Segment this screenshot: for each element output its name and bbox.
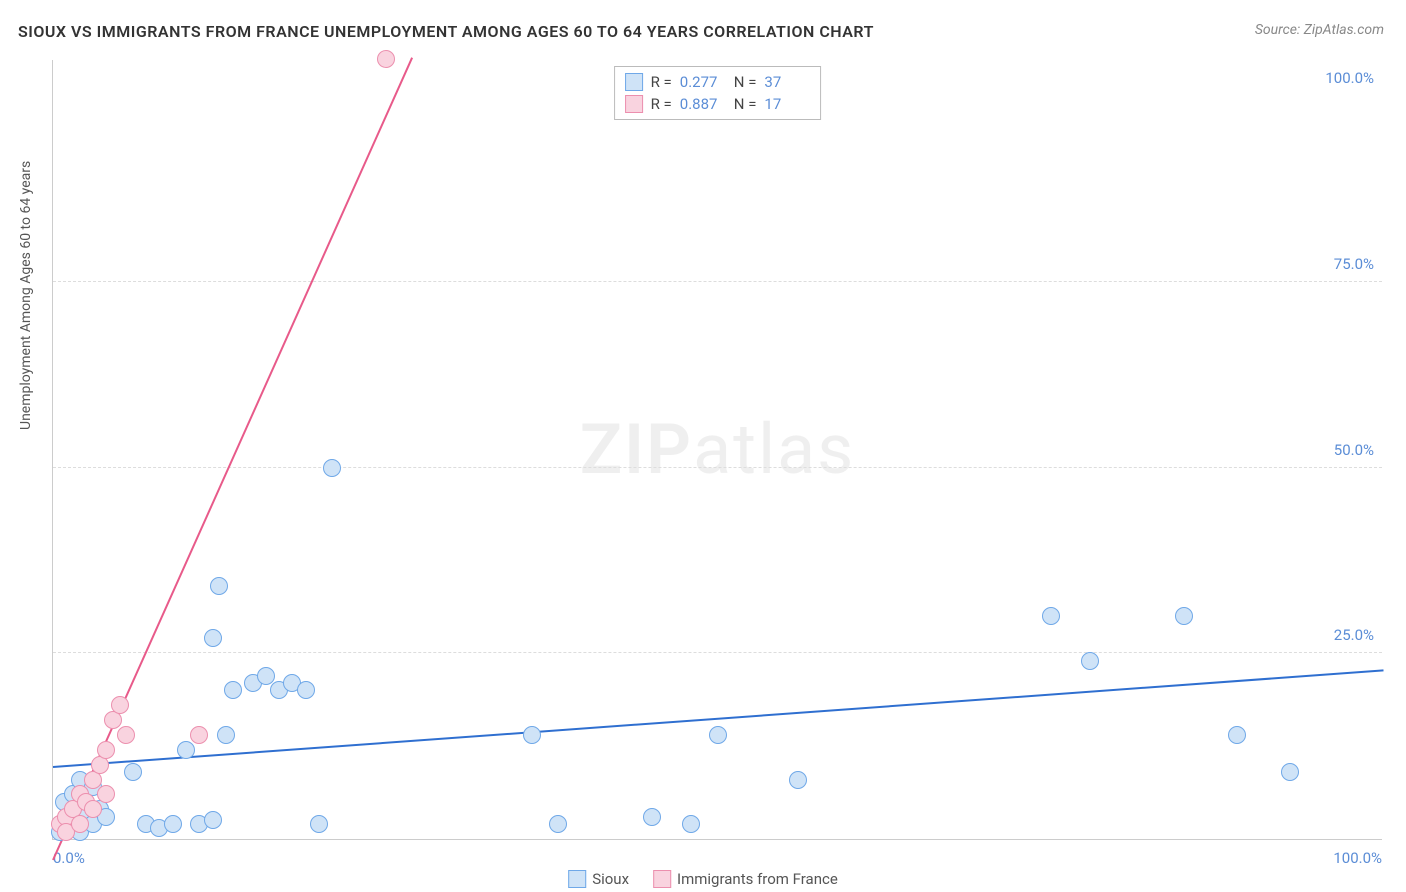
r-value: 0.277 — [680, 73, 726, 91]
data-point — [643, 808, 661, 826]
chart-title: SIOUX VS IMMIGRANTS FROM FRANCE UNEMPLOY… — [18, 22, 874, 41]
legend-swatch — [568, 870, 586, 888]
legend-item: Immigrants from France — [653, 870, 838, 888]
data-point — [117, 726, 135, 744]
r-label: R = — [651, 95, 672, 113]
r-value: 0.887 — [680, 95, 726, 113]
n-value: 37 — [764, 73, 810, 91]
y-tick-label: 100.0% — [1325, 69, 1374, 87]
data-point — [310, 815, 328, 833]
data-point — [1281, 763, 1299, 781]
source-attribution: Source: ZipAtlas.com — [1255, 22, 1384, 38]
legend-item: Sioux — [568, 870, 629, 888]
data-point — [217, 726, 235, 744]
plot-area: ZIPatlas R = 0.277 N = 37 R = 0.887 N = 17 25.0… — [52, 60, 1382, 840]
watermark-bold: ZIP — [580, 409, 693, 491]
data-point — [549, 815, 567, 833]
data-point — [97, 741, 115, 759]
watermark: ZIPatlas — [580, 409, 856, 491]
gridline — [53, 467, 1382, 468]
data-point — [111, 696, 129, 714]
watermark-rest: atlas — [693, 409, 855, 491]
x-tick-label: 100.0% — [1333, 849, 1382, 867]
r-label: R = — [651, 73, 672, 91]
y-axis-label: Unemployment Among Ages 60 to 64 years — [18, 161, 34, 430]
gridline — [53, 652, 1382, 653]
data-point — [177, 741, 195, 759]
data-point — [1081, 652, 1099, 670]
n-label: N = — [734, 95, 757, 113]
stats-row: R = 0.277 N = 37 — [625, 71, 811, 93]
data-point — [224, 681, 242, 699]
chart-container: SIOUX VS IMMIGRANTS FROM FRANCE UNEMPLOY… — [0, 0, 1406, 892]
legend-label: Immigrants from France — [677, 870, 838, 888]
data-point — [1042, 607, 1060, 625]
data-point — [257, 667, 275, 685]
data-point — [164, 815, 182, 833]
y-tick-label: 25.0% — [1334, 626, 1374, 644]
data-point — [210, 577, 228, 595]
legend-bottom: Sioux Immigrants from France — [568, 870, 838, 888]
data-point — [204, 629, 222, 647]
data-point — [71, 815, 89, 833]
data-point — [190, 726, 208, 744]
data-point — [84, 800, 102, 818]
stats-legend-box: R = 0.277 N = 37 R = 0.887 N = 17 — [614, 66, 822, 120]
data-point — [789, 771, 807, 789]
data-point — [1175, 607, 1193, 625]
data-point — [124, 763, 142, 781]
data-point — [709, 726, 727, 744]
y-tick-label: 75.0% — [1334, 255, 1374, 273]
data-point — [297, 681, 315, 699]
n-label: N = — [734, 73, 757, 91]
data-point — [323, 459, 341, 477]
legend-label: Sioux — [592, 870, 629, 888]
data-point — [1228, 726, 1246, 744]
n-value: 17 — [764, 95, 810, 113]
data-point — [204, 811, 222, 829]
data-point — [682, 815, 700, 833]
data-point — [97, 785, 115, 803]
stats-row: R = 0.887 N = 17 — [625, 93, 811, 115]
series-swatch — [625, 95, 643, 113]
data-point — [523, 726, 541, 744]
series-swatch — [625, 73, 643, 91]
legend-swatch — [653, 870, 671, 888]
gridline — [53, 281, 1382, 282]
y-tick-label: 50.0% — [1334, 441, 1374, 459]
data-point — [377, 50, 395, 68]
